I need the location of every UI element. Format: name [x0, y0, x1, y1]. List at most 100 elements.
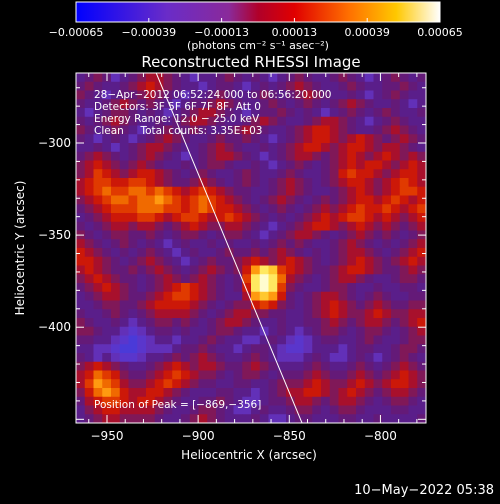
- heatmap-cell: [347, 361, 357, 372]
- heatmap-cell: [172, 143, 182, 153]
- heatmap-cell: [382, 283, 392, 293]
- heatmap-cell: [303, 344, 313, 354]
- x-tick-label: −950: [91, 429, 124, 443]
- heatmap-cell: [399, 265, 410, 275]
- heatmap-cell: [312, 230, 322, 240]
- heatmap-cell: [119, 379, 130, 389]
- heatmap-cell: [207, 370, 217, 380]
- heatmap-cell: [111, 309, 121, 319]
- heatmap-cell: [347, 309, 357, 319]
- heatmap-cell: [102, 230, 112, 240]
- heatmap-cell: [119, 204, 130, 214]
- heatmap-cell: [268, 396, 278, 407]
- heatmap-cell: [242, 283, 252, 293]
- heatmap-cell: [111, 108, 121, 118]
- heatmap-cell: [207, 344, 217, 354]
- heatmap-cell: [364, 405, 375, 415]
- heatmap-cell: [321, 239, 331, 249]
- heatmap-cell: [93, 239, 103, 249]
- heatmap-cell: [382, 361, 392, 372]
- heatmap-cell: [251, 116, 261, 127]
- heatmap-cell: [329, 379, 340, 389]
- heatmap-cell: [338, 108, 348, 118]
- heatmap-cell: [181, 186, 191, 197]
- heatmap-cell: [146, 108, 156, 118]
- heatmap-cell: [294, 169, 305, 179]
- heatmap-cell: [119, 230, 130, 240]
- heatmap-cell: [224, 388, 235, 398]
- heatmap-cell: [364, 116, 375, 127]
- heatmap-cell: [137, 361, 147, 372]
- heatmap-cell: [286, 248, 296, 258]
- heatmap-cell: [137, 195, 147, 205]
- heatmap-cell: [137, 326, 147, 337]
- heatmap-cell: [312, 379, 322, 389]
- heatmap-cell: [163, 73, 173, 83]
- heatmap-cell: [154, 326, 165, 337]
- heatmap-cell: [268, 73, 278, 83]
- heatmap-cell: [321, 116, 331, 127]
- heatmap-cell: [382, 99, 392, 109]
- heatmap-cell: [312, 335, 322, 345]
- heatmap-cell: [286, 230, 296, 240]
- heatmap-cell: [382, 143, 392, 153]
- heatmap-cell: [93, 248, 103, 258]
- heatmap-cell: [399, 151, 410, 162]
- heatmap-cell: [259, 204, 270, 214]
- heatmap-cell: [294, 125, 305, 135]
- heatmap-cell: [417, 256, 426, 267]
- heatmap-cell: [172, 265, 182, 275]
- heatmap-cell: [224, 125, 235, 135]
- heatmap-cell: [408, 125, 418, 135]
- heatmap-cell: [154, 370, 165, 380]
- heatmap-cell: [242, 318, 252, 328]
- heatmap-cell: [399, 230, 410, 240]
- heatmap-cell: [417, 204, 426, 214]
- heatmap-cell: [84, 81, 95, 92]
- heatmap-cell: [198, 90, 208, 100]
- heatmap-cell: [408, 388, 418, 398]
- heatmap-cell: [294, 344, 305, 354]
- heatmap-cell: [76, 221, 86, 232]
- heatmap-cell: [408, 344, 418, 354]
- heatmap-cell: [356, 221, 366, 232]
- heatmap-cell: [154, 160, 165, 170]
- heatmap-cell: [382, 405, 392, 415]
- heatmap-cell: [294, 160, 305, 170]
- heatmap-cell: [146, 283, 156, 293]
- heatmap-cell: [181, 326, 191, 337]
- heatmap-cell: [399, 283, 410, 293]
- heatmap-cell: [364, 81, 375, 92]
- heatmap-cell: [146, 318, 156, 328]
- heatmap-cell: [233, 291, 243, 302]
- heatmap-cell: [329, 309, 340, 319]
- heatmap-cell: [268, 300, 278, 310]
- heatmap-cell: [382, 204, 392, 214]
- heatmap-cell: [181, 283, 191, 293]
- heatmap-cell: [373, 186, 383, 197]
- heatmap-cell: [216, 99, 226, 109]
- heatmap-cell: [391, 81, 401, 92]
- heatmap-cell: [417, 265, 426, 275]
- colorbar-tick-label: 0.00039: [344, 26, 390, 39]
- heatmap-cell: [181, 414, 191, 423]
- heatmap-cell: [391, 125, 401, 135]
- heatmap-cell: [338, 134, 348, 144]
- heatmap-cell: [128, 221, 138, 232]
- heatmap-cell: [172, 353, 182, 363]
- heatmap-cell: [364, 335, 375, 345]
- heatmap-cell: [382, 116, 392, 127]
- heatmap-cell: [408, 248, 418, 258]
- heatmap-cell: [303, 99, 313, 109]
- heatmap-cell: [93, 160, 103, 170]
- heatmap-cell: [277, 283, 287, 293]
- heatmap-cell: [242, 125, 252, 135]
- heatmap-cell: [259, 309, 270, 319]
- heatmap-cell: [286, 370, 296, 380]
- heatmap-cell: [163, 256, 173, 267]
- heatmap-cell: [303, 414, 313, 423]
- heatmap-cell: [259, 291, 270, 302]
- heatmap-cell: [146, 81, 156, 92]
- heatmap-cell: [207, 108, 217, 118]
- heatmap-cell: [93, 370, 103, 380]
